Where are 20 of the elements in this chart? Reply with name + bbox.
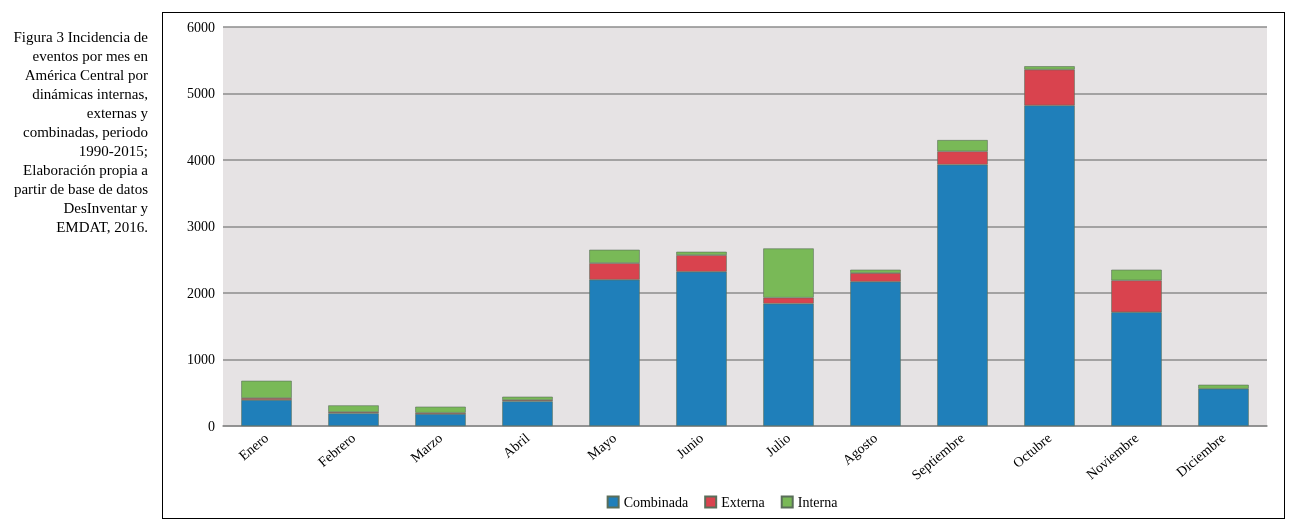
y-tick-label: 4000 [187,152,215,168]
y-tick-label: 2000 [187,285,215,301]
legend-label: Combinada [623,494,689,510]
x-tick-label: Julio [762,430,794,460]
y-tick-label: 1000 [187,352,215,367]
y-tick-label: 3000 [187,219,215,234]
bar [1198,388,1249,426]
legend-label: Interna [797,494,839,510]
bar [241,380,292,399]
bar [328,405,379,413]
bar [328,413,379,426]
y-tick-label: 0 [208,418,215,434]
y-tick-label: 5000 [187,86,215,101]
bar [502,401,553,426]
bar [502,396,553,401]
bar [241,400,292,426]
legend-label: Externa [721,494,766,510]
y-tick-label: 6000 [187,19,215,35]
x-tick-label: Junio [673,430,707,462]
chart-title: Figura 3 Incidencia de eventos por mes en América Central por dinámicas internas, externas y combinadas, periodo 1990-2015; Elaboración propia a partir de base de datos DesInventar y EMDAT, 2016. [13,29,148,235]
